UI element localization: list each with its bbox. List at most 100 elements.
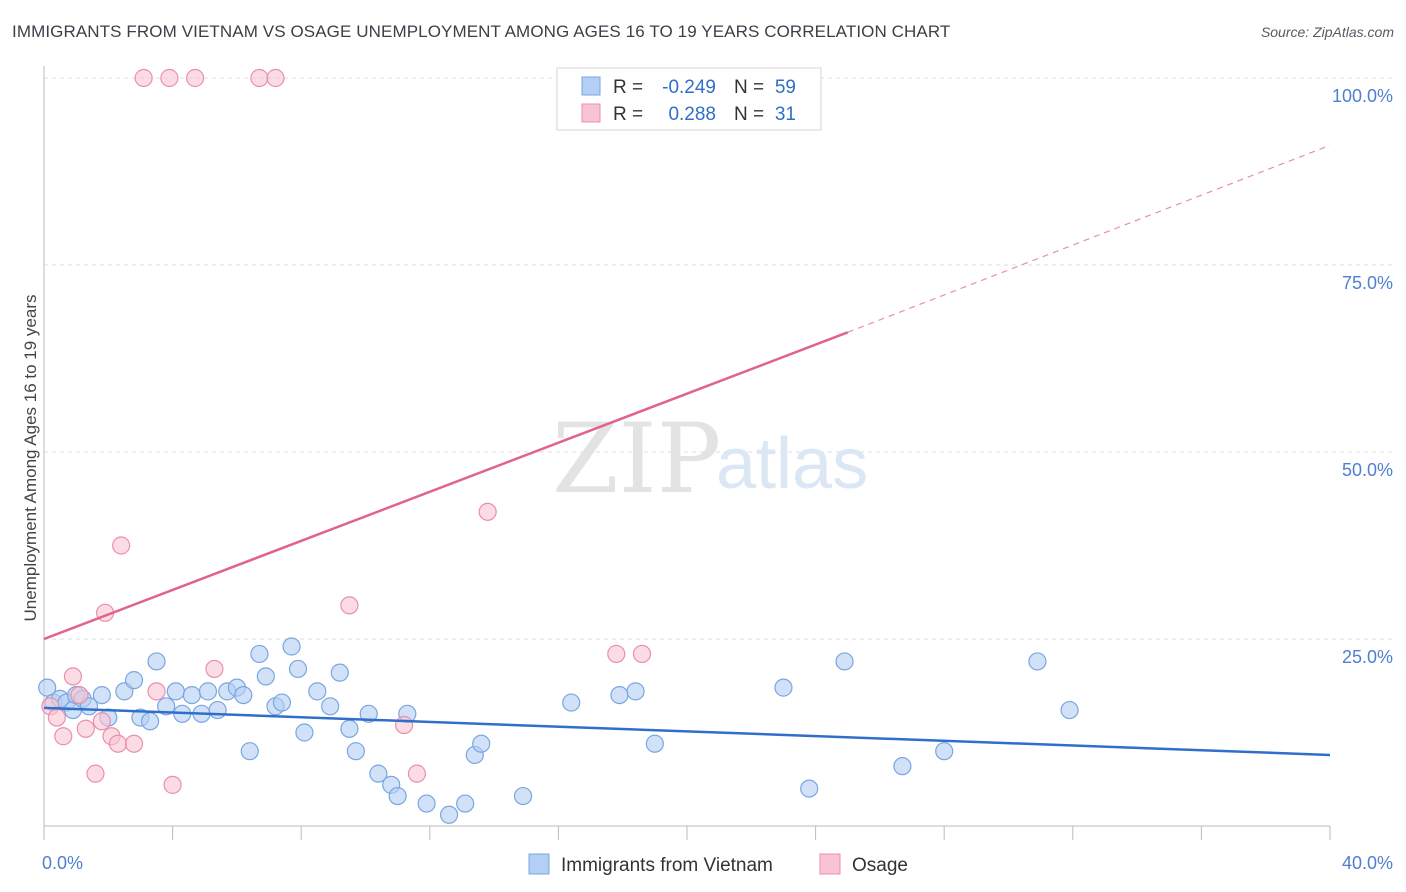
vietnam-point-53 [645, 734, 664, 753]
vietnam-point-42 [388, 786, 407, 806]
osage-point-14 [134, 68, 153, 88]
osage-point-20 [250, 68, 269, 88]
osage-point-21 [266, 68, 285, 88]
vietnam-point-50 [562, 693, 581, 712]
stats-box-frame [556, 67, 822, 131]
vietnam-point-33 [295, 723, 314, 742]
vietnam-point-26 [240, 742, 259, 761]
osage-point-7 [86, 764, 105, 783]
legend-label-osage: Osage [852, 855, 908, 876]
trend-line-vietnam [43, 706, 1331, 757]
osage-point-22 [340, 596, 359, 615]
stats-row-1-swatch [581, 76, 601, 96]
stats-row-2-n-label: N = [734, 104, 764, 125]
stats-box: R = -0.249 N = 59 R = 0.288 N = 31 [556, 67, 822, 131]
vietnam-point-21 [198, 682, 218, 701]
osage-point-12 [112, 536, 131, 555]
trend-layer [43, 144, 1331, 757]
y-tick-label-3: 75.0% [1342, 273, 1393, 293]
vietnam-point-52 [626, 682, 645, 701]
vietnam-point-56 [835, 652, 854, 671]
legend-label-vietnam: Immigrants from Vietnam [561, 855, 773, 876]
stats-row-2-swatch [581, 103, 601, 123]
osage-point-18 [186, 68, 205, 88]
vietnam-point-27 [250, 644, 269, 664]
trend-line-osage-extension [847, 144, 1331, 333]
chart-title: IMMIGRANTS FROM VIETNAM VS OSAGE UNEMPLO… [12, 22, 951, 41]
osage-point-27 [632, 644, 652, 664]
vietnam-point-55 [800, 779, 819, 798]
osage-point-24 [407, 764, 427, 783]
osage-point-2 [47, 708, 66, 727]
osage-point-5 [70, 685, 89, 705]
source-note: Source: ZipAtlas.com [1260, 24, 1394, 40]
vietnam-point-51 [610, 685, 629, 705]
legend-swatch-osage [819, 853, 841, 875]
vietnam-point-16 [157, 697, 176, 716]
vietnam-point-25 [234, 685, 253, 705]
stats-row-1-r-label: R = [613, 77, 643, 98]
vietnam-point-40 [369, 764, 388, 783]
osage-point-6 [76, 719, 95, 738]
stats-row-2-r-value: 0.288 [668, 104, 716, 125]
legend-swatch-vietnam [528, 853, 550, 875]
stats-row-1-n-value: 59 [775, 77, 796, 98]
osage-point-11 [108, 734, 128, 753]
osage-point-26 [607, 644, 626, 664]
vietnam-point-31 [282, 637, 301, 656]
stats-row-2-n-value: 31 [775, 104, 796, 125]
vietnam-point-30 [272, 693, 292, 712]
vietnam-point-37 [340, 719, 359, 738]
y-tick-label-4: 100.0% [1332, 86, 1393, 106]
vietnam-point-28 [256, 667, 275, 686]
vietnam-point-60 [1060, 700, 1079, 720]
vietnam-point-1 [38, 678, 57, 697]
stats-row-1-n-label: N = [734, 77, 764, 98]
vietnam-point-15 [147, 652, 166, 671]
osage-point-4 [63, 667, 83, 686]
osage-point-8 [92, 712, 111, 731]
y-tick-label-1: 25.0% [1342, 647, 1393, 667]
vietnam-point-34 [308, 682, 327, 701]
vietnam-point-12 [124, 671, 144, 690]
stats-row-1-r-value: -0.249 [662, 77, 716, 98]
stats-row-2-r-label: R = [613, 104, 643, 125]
vietnam-point-48 [472, 734, 491, 753]
osage-point-3 [54, 727, 73, 746]
watermark: ZIP atlas [552, 403, 868, 515]
points-layer [38, 68, 1079, 824]
osage-point-23 [394, 715, 414, 735]
x-tick-label-end: 40.0% [1342, 853, 1393, 873]
watermark-atlas: atlas [716, 424, 868, 504]
vietnam-point-58 [935, 742, 954, 761]
vietnam-point-19 [182, 685, 201, 705]
y-axis-title: Unemployment Among Ages 16 to 19 years [21, 295, 40, 622]
vietnam-point-32 [288, 659, 308, 679]
vietnam-point-39 [359, 704, 378, 723]
vietnam-point-17 [166, 682, 185, 701]
vietnam-point-59 [1028, 652, 1047, 671]
x-tick-label-start: 0.0% [42, 853, 83, 873]
vietnam-point-22 [208, 700, 227, 720]
y-tick-label-2: 50.0% [1342, 460, 1393, 480]
vietnam-point-54 [774, 678, 793, 697]
osage-point-15 [147, 682, 166, 701]
osage-point-19 [205, 659, 224, 679]
osage-point-25 [478, 502, 497, 521]
axis-layer [43, 66, 1331, 840]
tick-label-layer: 25.0% 50.0% 75.0% 100.0% 0.0% 40.0% [42, 86, 1393, 873]
vietnam-point-57 [893, 757, 912, 776]
osage-point-16 [163, 775, 182, 794]
osage-point-13 [124, 734, 144, 753]
grid-layer [44, 77, 1392, 640]
vietnam-point-9 [92, 685, 111, 705]
trend-line-osage [43, 331, 849, 641]
vietnam-point-49 [513, 786, 533, 806]
osage-point-17 [160, 68, 179, 88]
vietnam-point-44 [417, 794, 436, 813]
vietnam-point-35 [321, 697, 340, 716]
vietnam-point-45 [439, 805, 459, 824]
vietnam-point-46 [456, 794, 475, 813]
watermark-zip: ZIP [552, 403, 721, 515]
